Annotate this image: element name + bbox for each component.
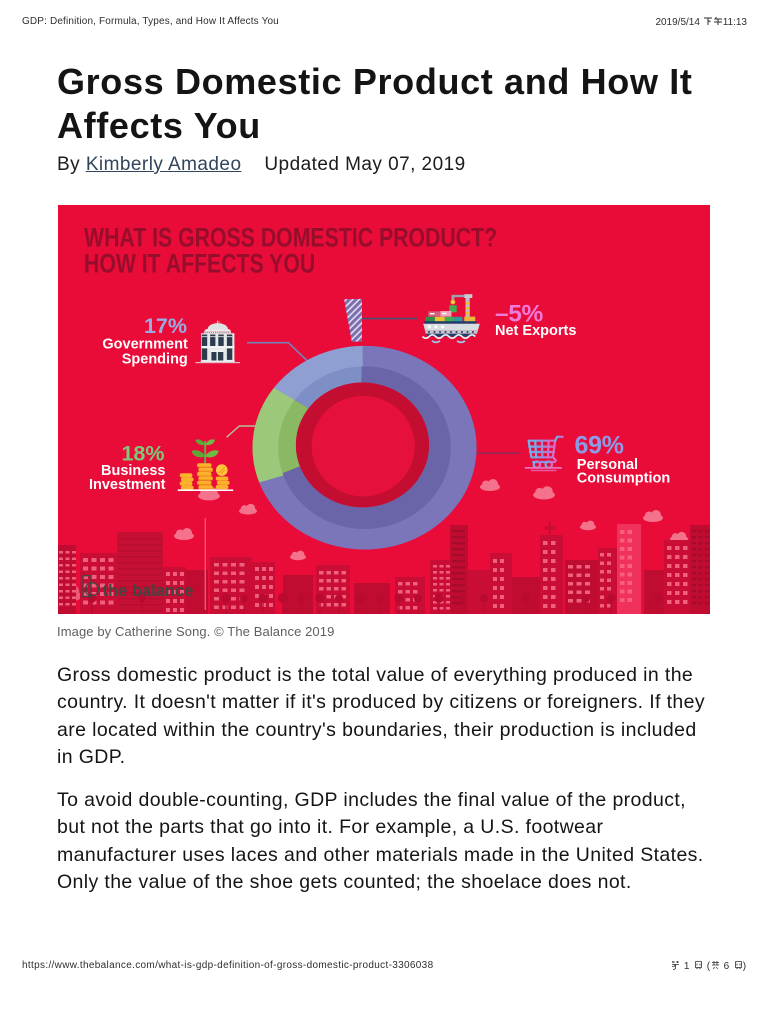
svg-text:17%: 17% [144,314,187,338]
svg-text:Government: Government [102,336,188,352]
svg-text:Business: Business [101,463,165,479]
svg-text:Net Exports: Net Exports [495,323,576,339]
svg-text:–5%: –5% [495,300,543,327]
svg-text:Personal: Personal [577,457,638,473]
svg-text:69%: 69% [575,432,624,460]
svg-text:the balance: the balance [103,582,194,600]
svg-text:WHAT IS GROSS DOMESTIC PRODUCT: WHAT IS GROSS DOMESTIC PRODUCT? [84,223,497,253]
svg-text:18%: 18% [121,442,164,466]
svg-text:Consumption: Consumption [577,471,670,487]
svg-text:Investment: Investment [89,477,166,493]
svg-text:Spending: Spending [122,352,188,368]
svg-text:HOW IT AFFECTS YOU: HOW IT AFFECTS YOU [84,249,315,279]
